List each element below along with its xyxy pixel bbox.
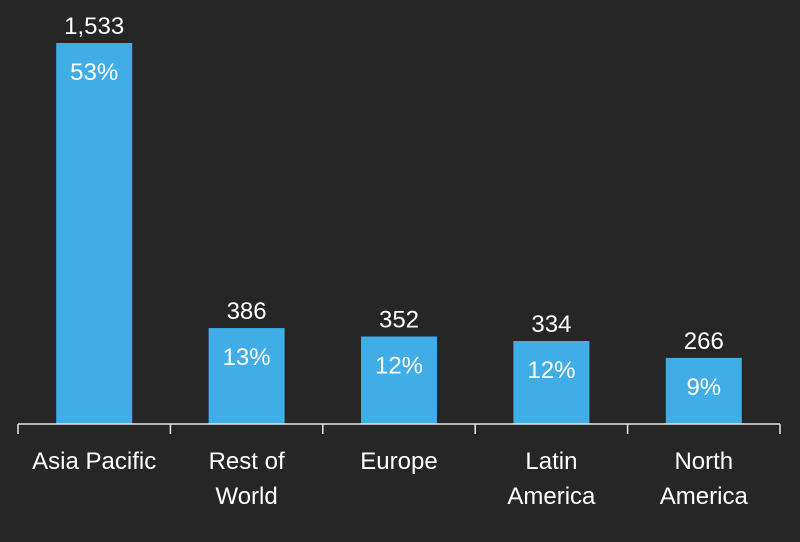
category-label: North [674,448,733,475]
share-label: 12% [375,353,423,380]
category-label: World [215,483,277,510]
bar [665,357,742,424]
value-label: 334 [531,311,571,338]
share-label: 9% [686,374,721,401]
share-label: 12% [527,357,575,384]
category-label: America [660,483,749,510]
category-label: Rest of [209,448,285,475]
bar [208,328,285,424]
share-label: 13% [223,344,271,371]
category-label: America [507,483,596,510]
bar [56,43,133,424]
bar [513,340,590,424]
bar [361,336,437,424]
category-label: Latin [525,448,577,475]
value-label: 386 [227,298,267,325]
category-label: Europe [360,448,437,475]
share-label: 53% [70,59,118,86]
category-label: Asia Pacific [32,448,156,475]
value-label: 1,533 [64,13,124,40]
value-label: 266 [684,328,724,355]
value-label: 352 [379,307,419,334]
